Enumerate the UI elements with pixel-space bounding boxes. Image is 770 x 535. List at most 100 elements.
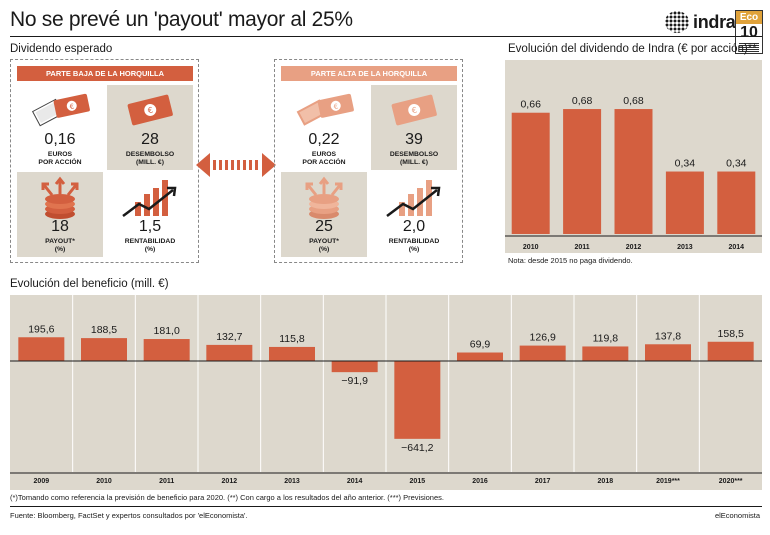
dividend-x-tick-label: 2011 [575, 244, 590, 251]
banknotes-icon: € [296, 93, 354, 126]
title-rule [10, 36, 762, 37]
payout-low-label: PAYOUT* (%) [45, 238, 75, 253]
profit-x-tick-label: 2016 [472, 478, 488, 485]
dividend-chart-title: Evolución del dividendo de Indra (€ por … [508, 43, 757, 55]
profit-bar [519, 345, 566, 361]
profit-chart-title: Evolución del beneficio (mill. €) [10, 278, 169, 290]
profit-bar [81, 338, 127, 361]
profit-x-tick-label: 2020*** [719, 478, 743, 485]
cell-rentabilidad-low: 1,5 RENTABILIDAD (%) [107, 172, 193, 257]
growth-chart-icon [122, 180, 177, 217]
profit-value-label: 115,8 [279, 333, 305, 345]
rentabilidad-high-label: RENTABILIDAD (%) [388, 238, 440, 253]
range-connector-arrow-icon [196, 153, 276, 177]
cell-payout-high: 25 PAYOUT* (%) [281, 172, 367, 257]
dividend-value-label: 0,34 [726, 158, 747, 170]
profit-x-tick-label: 2010 [96, 478, 112, 485]
profit-bar [143, 339, 190, 361]
euros-high-label: EUROS POR ACCIÓN [302, 151, 346, 166]
cell-euros-high: € 0,22 EUROS POR ACCIÓN [281, 85, 367, 170]
panel-low-range: PARTE BAJA DE LA HORQUILLA € 0,16 EUROS P… [10, 59, 199, 263]
dividend-bar [563, 109, 602, 234]
cell-rentabilidad-high: 2,0 RENTABILIDAD (%) [371, 172, 457, 257]
profit-bar [707, 341, 754, 361]
dividend-x-tick-label: 2010 [523, 244, 539, 251]
eco10-logo: Eco 10 [735, 10, 763, 54]
profit-bar [331, 361, 378, 373]
dividend-bar [665, 171, 704, 234]
profit-x-tick-label: 2019*** [656, 478, 680, 485]
dividend-bar [511, 112, 550, 234]
svg-text:€: € [147, 105, 154, 115]
indra-dots-icon [665, 11, 689, 33]
profit-bar-chart: 195,6 2009 188,5 2010 181,0 2011 132,7 2012 115,… [10, 295, 762, 490]
profit-value-label: 132,7 [216, 331, 242, 343]
dividend-value-label: 0,66 [520, 99, 541, 111]
profit-value-label: 137,8 [655, 330, 681, 342]
payout-low-value: 18 [51, 218, 69, 235]
dividend-value-label: 0,34 [675, 158, 696, 170]
profit-value-label: 158,5 [718, 328, 744, 340]
profit-value-label: −641,2 [401, 442, 434, 454]
profit-x-tick-label: 2015 [410, 478, 426, 485]
payout-high-value: 25 [315, 218, 333, 235]
panel-low-header: PARTE BAJA DE LA HORQUILLA [17, 66, 193, 81]
profit-value-label: 195,6 [28, 323, 54, 335]
profit-value-label: 181,0 [154, 325, 180, 337]
cell-euros-low: € 0,16 EUROS POR ACCIÓN [17, 85, 103, 170]
dividend-bar [717, 171, 756, 234]
dividend-x-tick-label: 2012 [626, 244, 642, 251]
rentabilidad-low-label: RENTABILIDAD (%) [124, 238, 176, 253]
profit-x-tick-label: 2011 [159, 478, 174, 485]
profit-bar [269, 346, 315, 361]
desembolso-high-value: 39 [405, 131, 423, 148]
eco10-stripes-icon [739, 43, 759, 52]
banknote-icon: € [127, 94, 173, 126]
svg-text:€: € [411, 105, 418, 115]
profit-bar [645, 344, 691, 361]
banknotes-icon: € [31, 93, 90, 127]
profit-value-label: 126,9 [530, 332, 556, 344]
dividend-value-label: 0,68 [623, 95, 644, 107]
profit-value-label: 69,9 [470, 339, 491, 351]
dividend-x-tick-label: 2013 [677, 244, 693, 251]
coins-arrows-icon [305, 176, 343, 219]
profit-bar [582, 346, 629, 361]
euros-low-value: 0,16 [44, 131, 76, 148]
profit-value-label: 188,5 [91, 324, 117, 336]
svg-text:€: € [69, 102, 75, 111]
dividend-bar [614, 109, 653, 234]
profit-bar [206, 344, 253, 361]
profit-value-label: −91,9 [341, 375, 368, 387]
desembolso-high-label: DESEMBOLSO (MILL. €) [389, 151, 439, 166]
growth-chart-icon [386, 180, 441, 217]
eco10-top: Eco [736, 11, 762, 24]
page-title: No se prevé un 'payout' mayor al 25% [10, 8, 353, 31]
footnote: (*)Tomando como referencia la previsión … [10, 493, 444, 502]
desembolso-low-value: 28 [141, 131, 159, 148]
profit-x-tick-label: 2018 [598, 478, 614, 485]
dividend-bar-chart: 0,66 2010 0,68 2011 0,68 2012 0,34 2013 0,34 2014 [505, 60, 762, 253]
cell-desembolso-high: € 39 DESEMBOLSO (MILL. €) [371, 85, 457, 170]
source-note: Fuente: Bloomberg, FactSet y expertos co… [10, 511, 248, 520]
profit-x-tick-label: 2014 [347, 478, 363, 485]
euros-low-label: EUROS POR ACCIÓN [38, 151, 82, 166]
profit-x-tick-label: 2012 [222, 478, 238, 485]
banknote-icon: € [391, 94, 437, 126]
profit-x-tick-label: 2013 [284, 478, 300, 485]
publisher: elEconomista [714, 511, 760, 520]
cell-desembolso-low: € 28 DESEMBOLSO (MILL. €) [107, 85, 193, 170]
profit-bar [457, 352, 503, 361]
cell-payout-low: 18 PAYOUT* (%) [17, 172, 103, 257]
rentabilidad-low-value: 1,5 [138, 218, 162, 235]
dividend-value-label: 0,68 [572, 95, 593, 107]
coins-arrows-icon [41, 176, 79, 219]
eco10-number: 10 [740, 24, 758, 41]
euros-high-value: 0,22 [308, 131, 340, 148]
svg-text:€: € [333, 102, 339, 111]
desembolso-low-label: DESEMBOLSO (MILL. €) [125, 151, 175, 166]
profit-bar [394, 361, 441, 439]
indra-logo: indra [665, 11, 736, 33]
panel-high-range: PARTE ALTA DE LA HORQUILLA € 0,22 EUROS P… [274, 59, 463, 263]
profit-value-label: 119,8 [593, 332, 619, 344]
